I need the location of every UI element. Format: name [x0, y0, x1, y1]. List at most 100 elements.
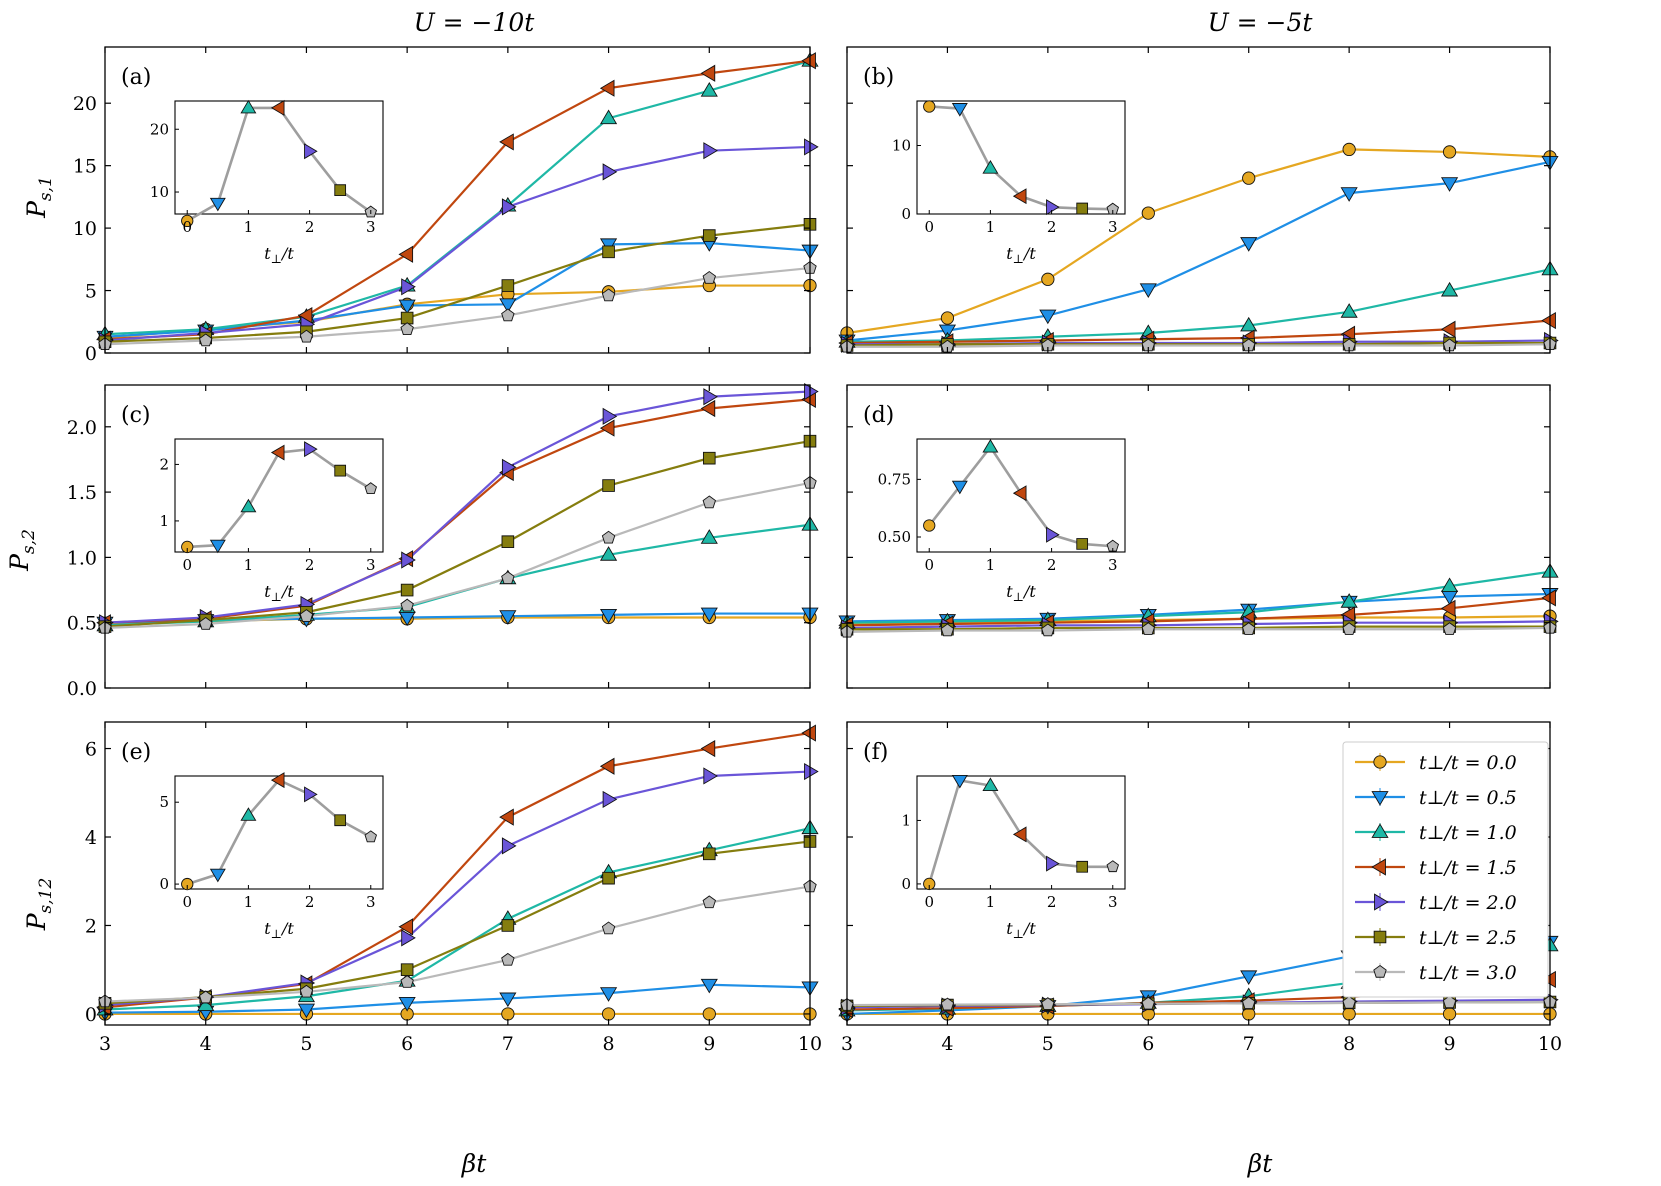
inset-point: [1076, 202, 1089, 215]
series-line-1: [104, 983, 811, 1014]
data-point: [501, 535, 515, 549]
data-point: [1442, 145, 1457, 159]
inset-point: [304, 143, 318, 160]
inset-point: [1012, 485, 1027, 502]
x-tick-label: 3: [99, 1033, 111, 1055]
data-point: [602, 479, 615, 492]
data-point: [599, 419, 615, 437]
x-axis-label-right: βt: [1247, 1149, 1273, 1178]
data-point: [700, 607, 718, 623]
panel-label: (a): [121, 65, 151, 90]
inset-point: [209, 197, 226, 212]
inset-x-tick-label: 3: [366, 556, 376, 574]
data-point: [1242, 622, 1256, 635]
series-line-3: [104, 398, 811, 624]
data-point: [703, 388, 718, 406]
data-point: [599, 109, 618, 125]
data-point: [601, 530, 616, 544]
inset-x-tick-label: 0: [182, 893, 192, 911]
plot-frame: [104, 46, 811, 354]
data-point: [299, 984, 314, 998]
data-point: [501, 1007, 515, 1021]
legend: t⊥/t = 0.0 t⊥/t = 0.5 t⊥/t = 1.0 t⊥/t = 1.5…: [1342, 741, 1549, 998]
series-line-4: [104, 145, 811, 342]
inset-point: [1012, 188, 1027, 205]
inset-x-tick-label: 2: [305, 893, 315, 911]
inset-d: 0 1 2 3 0.50 0.75 t⊥/t: [878, 438, 1126, 604]
y-axis-label-row3: Ps,12: [22, 878, 56, 932]
data-point: [1340, 593, 1358, 608]
legend-marker: [1373, 964, 1387, 978]
data-point: [1039, 309, 1057, 325]
inset-y-tick-label: 2: [159, 455, 169, 473]
data-point: [1442, 995, 1457, 1009]
data-point: [499, 610, 517, 625]
data-point: [801, 52, 816, 70]
inset-point: [951, 774, 968, 789]
data-point: [599, 757, 615, 775]
inset-point: [334, 814, 347, 827]
series-line-3: [846, 319, 1551, 345]
data-point: [1440, 599, 1456, 617]
panel-label: (e): [121, 740, 151, 765]
inset-c: 0 1 2 3 1 2 t⊥/t: [159, 438, 384, 604]
inset-x-tick-label: 3: [1108, 556, 1118, 574]
legend-marker: [1374, 893, 1389, 911]
inset-x-tick-label: 2: [1047, 893, 1057, 911]
inset-x-tick-label: 1: [244, 556, 254, 574]
inset-x-tick-label: 2: [1047, 556, 1057, 574]
inset-x-tick-label: 0: [182, 218, 192, 236]
legend-label: t⊥/t = 0.0: [1419, 752, 1517, 774]
data-point: [1041, 997, 1055, 1010]
inset-point: [1076, 538, 1089, 550]
inset-x-tick-label: 1: [986, 556, 996, 574]
y-tick-label: 2.0: [67, 417, 97, 439]
panel-label: (f): [863, 740, 888, 765]
inset-a: 0 1 2 3 10 20 t⊥/t: [150, 99, 384, 266]
data-point: [501, 952, 515, 966]
inset-x-axis-label: t⊥/t: [1006, 919, 1036, 941]
data-point: [499, 133, 514, 151]
data-point: [1440, 577, 1459, 593]
data-point: [297, 1003, 316, 1019]
inset-point: [364, 830, 378, 843]
inset-x-tick-label: 2: [305, 218, 315, 236]
plot-frame: [846, 384, 1551, 689]
x-tick-label: 4: [941, 1033, 953, 1055]
data-point: [1541, 311, 1556, 330]
data-point: [1141, 622, 1155, 635]
y-axis-label-row1: Ps,1: [22, 176, 56, 219]
data-point: [700, 82, 718, 97]
legend-marker: [1371, 791, 1389, 806]
y-axis-label-row2: Ps,2: [5, 529, 39, 572]
series-line-6: [847, 343, 1551, 348]
inset-point: [1106, 860, 1120, 873]
inset-point: [240, 498, 257, 513]
data-point: [1340, 303, 1358, 318]
inset-x-tick-label: 0: [924, 218, 934, 236]
data-point: [702, 495, 716, 509]
inset-point: [982, 777, 999, 792]
y-tick-label: 0.0: [67, 678, 97, 700]
series-line-2: [846, 570, 1551, 624]
x-tick-label: 9: [1444, 1033, 1456, 1055]
data-point: [1342, 1007, 1356, 1021]
inset-x-tick-label: 2: [1047, 218, 1057, 236]
inset-y-tick-label: 0: [901, 205, 911, 223]
series-line-1: [846, 160, 1551, 342]
inset-point: [923, 100, 936, 113]
series-line-5: [846, 341, 1550, 347]
plot-frame: [104, 721, 811, 1026]
x-tick-label: 7: [1243, 1033, 1255, 1055]
inset-x-tick-label: 0: [182, 556, 192, 574]
inset-x-axis-label: t⊥/t: [264, 244, 294, 266]
series-line-6: [846, 1000, 1551, 1007]
series-line-6: [846, 626, 1551, 633]
data-point: [1342, 995, 1356, 1009]
inset-point: [270, 99, 285, 116]
data-point: [602, 163, 618, 181]
series-line-2: [104, 827, 811, 1011]
y-tick-label: 0.5: [67, 613, 97, 635]
y-tick-label: 20: [73, 93, 97, 115]
